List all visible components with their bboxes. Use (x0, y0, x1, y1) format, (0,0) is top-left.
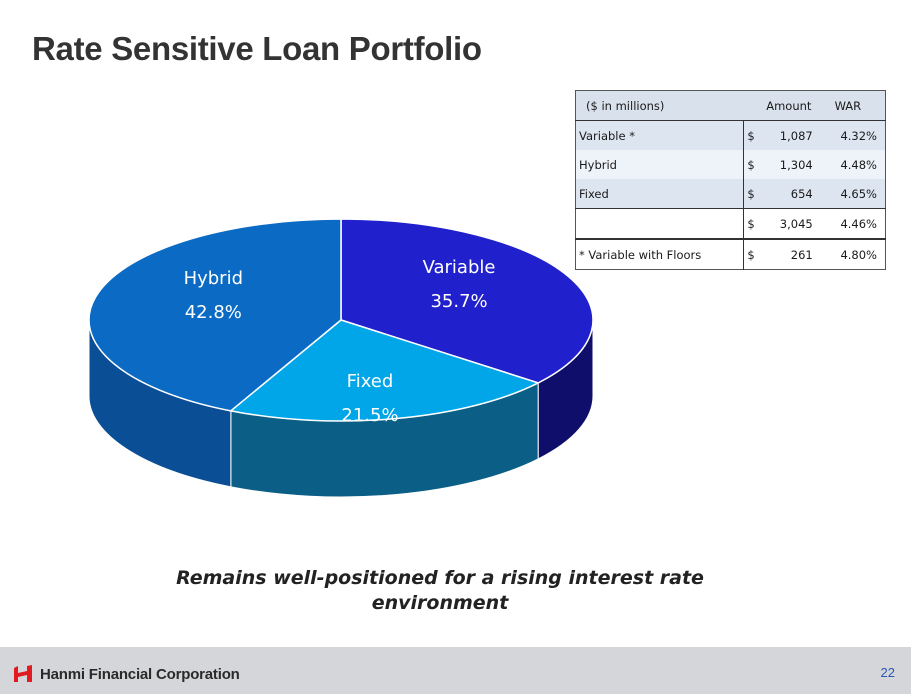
row-label (575, 208, 744, 240)
row-war: 4.46% (815, 208, 886, 240)
page-title: Rate Sensitive Loan Portfolio (32, 30, 482, 67)
row-amount: 261 (761, 239, 816, 270)
pie-slice-fixed (229, 319, 541, 422)
header-amount: Amount (761, 90, 816, 121)
table-row: Variable * $ 1,087 4.32% (575, 120, 886, 150)
pie-slice-variable (340, 218, 594, 384)
table-row: Hybrid $ 1,304 4.48% (575, 150, 886, 179)
row-label: Variable * (575, 120, 744, 150)
row-war: 4.65% (815, 179, 886, 209)
table-row: * Variable with Floors $ 261 4.80% (575, 239, 886, 270)
row-war: 4.32% (815, 120, 886, 150)
row-amount: 1,304 (761, 150, 816, 179)
table-row: Fixed $ 654 4.65% (575, 179, 886, 209)
pie-labels: Variable 35.7% Fixed 21.5% Hybrid 42.8% (184, 257, 496, 426)
row-currency: $ (743, 208, 762, 240)
slice-label-variable: Variable (423, 257, 496, 278)
row-war: 4.48% (815, 150, 886, 179)
slice-value-variable: 35.7% (430, 291, 487, 312)
footer: Hanmi Financial Corporation 22 (0, 647, 911, 694)
header-currency (743, 90, 762, 121)
row-currency: $ (743, 150, 762, 179)
row-amount: 1,087 (761, 120, 816, 150)
row-currency: $ (743, 179, 762, 209)
row-label: Fixed (575, 179, 744, 209)
row-currency: $ (743, 120, 762, 150)
hanmi-logo-icon (14, 665, 32, 682)
pie-slice-hybrid (88, 218, 342, 412)
row-amount: 654 (761, 179, 816, 209)
slice-label-fixed: Fixed (347, 371, 394, 392)
table-total-row: $ 3,045 4.46% (575, 208, 886, 240)
slice-label-hybrid: Hybrid (184, 268, 243, 289)
header-label: ($ in millions) (575, 90, 744, 121)
pie-sides (88, 319, 594, 498)
row-amount: 3,045 (761, 208, 816, 240)
header-war: WAR (815, 90, 886, 121)
row-label: * Variable with Floors (575, 239, 744, 270)
row-currency: $ (743, 239, 762, 270)
page-number: 22 (880, 665, 895, 680)
company-name: Hanmi Financial Corporation (40, 666, 240, 683)
slice-value-fixed: 21.5% (341, 405, 398, 426)
row-label: Hybrid (575, 150, 744, 179)
pie-tops (88, 218, 594, 422)
slice-value-hybrid: 42.8% (185, 302, 242, 323)
table-header-row: ($ in millions) Amount WAR (575, 90, 886, 121)
loan-portfolio-table: ($ in millions) Amount WAR Variable * $ … (575, 90, 886, 270)
caption: Remains well-positioned for a rising int… (176, 567, 704, 614)
row-war: 4.80% (815, 239, 886, 270)
